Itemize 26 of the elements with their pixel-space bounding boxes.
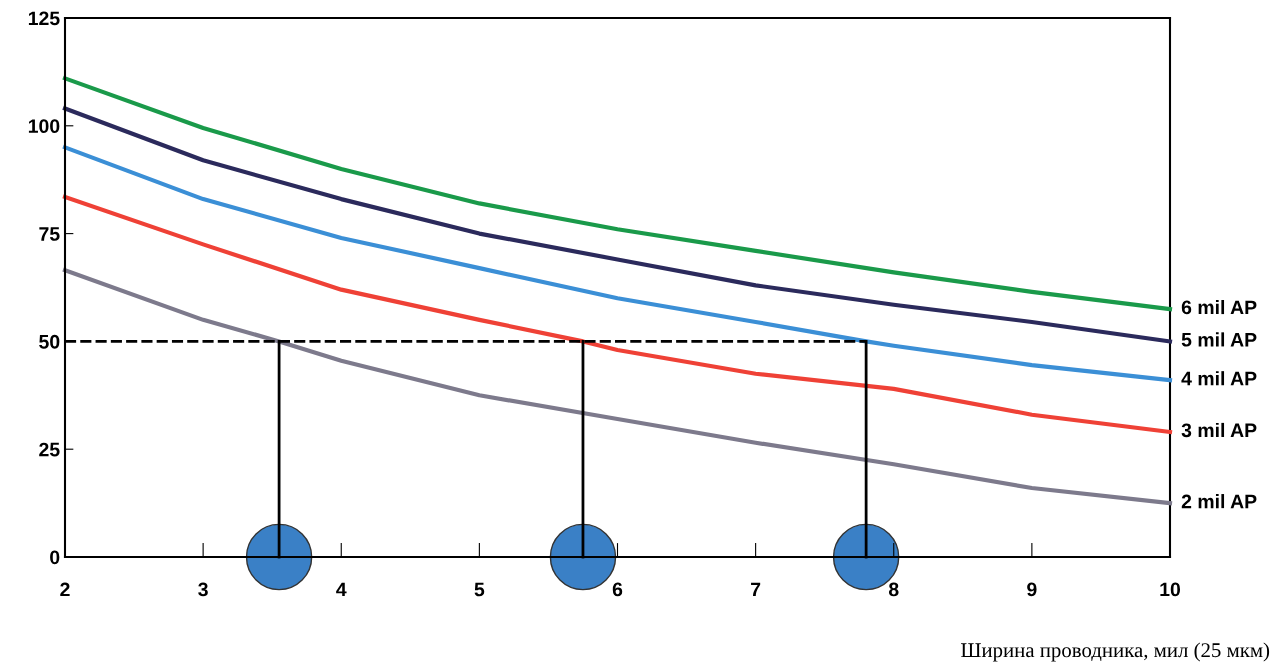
x-axis-title: Ширина проводника, мил (25 мкм) [961, 642, 1270, 662]
series-label: 6 mil AP [1181, 300, 1257, 315]
series-label: 2 mil AP [1181, 494, 1257, 509]
y-tick-label: 50 [39, 334, 60, 349]
x-tick-label: 4 [336, 582, 347, 597]
y-tick-label: 100 [28, 119, 60, 134]
x-tick-label: 8 [888, 582, 899, 597]
x-tick-label: 3 [198, 582, 208, 597]
y-tick-label: 75 [39, 227, 60, 241]
x-tick-label: 7 [751, 582, 761, 597]
line-series [62, 106, 1173, 344]
x-tick-label: 10 [1160, 582, 1181, 597]
y-tick-label: 25 [39, 442, 60, 457]
line-series [62, 76, 1173, 312]
x-tick-label: 9 [1027, 582, 1037, 597]
line-series [62, 145, 1173, 383]
x-tick-label: 5 [474, 582, 485, 597]
series-label: 5 mil AP [1181, 332, 1257, 347]
series-label: 3 mil AP [1181, 422, 1257, 438]
series-label: 4 mil AP [1181, 371, 1257, 386]
line-series [62, 194, 1173, 435]
x-tick-label: 6 [612, 582, 623, 597]
line-series [62, 268, 1173, 506]
y-tick-label: 0 [50, 550, 60, 565]
x-tick-label: 2 [60, 582, 70, 597]
y-tick-label: 125 [28, 11, 60, 26]
